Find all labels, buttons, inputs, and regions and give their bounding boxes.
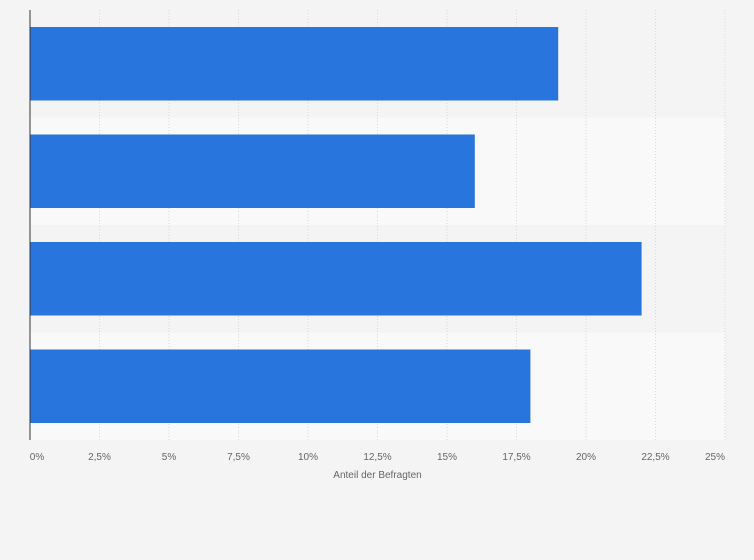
bar[interactable] bbox=[30, 242, 642, 316]
bars bbox=[30, 27, 642, 423]
x-tick-label: 25% bbox=[705, 452, 725, 463]
x-tick-label: 17,5% bbox=[502, 452, 530, 463]
x-tick-label: 5% bbox=[162, 452, 177, 463]
x-tick-label: 7,5% bbox=[227, 452, 250, 463]
x-tick-label: 22,5% bbox=[641, 452, 669, 463]
x-tick-label: 2,5% bbox=[88, 452, 111, 463]
x-tick-label: 10% bbox=[298, 452, 318, 463]
x-tick-label: 12,5% bbox=[363, 452, 391, 463]
x-tick-labels: 0% 2,5% 5% 7,5% 10% 12,5% 15% 17,5% 20% 22,5% 25% bbox=[30, 452, 725, 463]
bar[interactable] bbox=[30, 349, 531, 424]
x-tick-label: 15% bbox=[437, 452, 457, 463]
x-axis-title: Anteil der Befragten bbox=[333, 470, 421, 481]
x-tick-label: 20% bbox=[576, 452, 596, 463]
bar[interactable] bbox=[30, 134, 475, 209]
bar[interactable] bbox=[30, 27, 559, 101]
x-tick-label: 0% bbox=[30, 452, 45, 463]
